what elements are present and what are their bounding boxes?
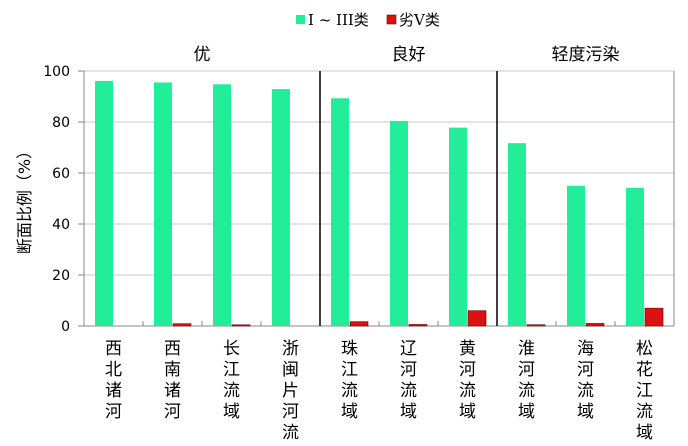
x-tick-label: 海河流域	[577, 339, 594, 422]
bar-i-iii	[154, 82, 172, 326]
x-tick-label: 辽河流域	[400, 339, 417, 422]
x-tick-label: 松花江流域	[636, 339, 653, 443]
bar-worse-v	[231, 324, 251, 327]
y-tick-labels: 0 20 40 60 80 100	[43, 64, 70, 335]
y-axis-label: 断面比例（%）	[15, 143, 34, 254]
legend-label: I ~ III类	[308, 11, 369, 29]
group-label: 良好	[392, 45, 426, 65]
legend-swatch	[296, 15, 305, 24]
x-tick-label: 珠江流域	[341, 339, 358, 422]
bar-i-iii	[508, 143, 526, 326]
legend-item-i-iii: I ~ III类	[296, 11, 369, 29]
bar-i-iii	[567, 185, 585, 326]
legend: I ~ III类 劣V类	[296, 11, 440, 29]
x-tick-label: 淮河流域	[518, 339, 535, 422]
x-tick-label: 长江流域	[223, 339, 240, 422]
bar-worse-v	[644, 307, 664, 327]
bar-i-iii	[390, 120, 408, 326]
y-tick-label: 40	[52, 217, 70, 233]
bar-i-iii	[626, 187, 644, 326]
bar-i-iii	[449, 127, 467, 326]
bar-worse-v	[585, 323, 605, 327]
x-tick-label: 浙闽片河流	[282, 339, 299, 443]
y-tick-label: 60	[52, 166, 70, 182]
bar-worse-v	[526, 324, 546, 327]
group-labels: 优 良好 轻度污染	[194, 45, 620, 326]
bar-i-iii	[213, 84, 231, 326]
bar-worse-v	[172, 323, 192, 327]
x-tick-label: 西南诸河	[164, 339, 181, 422]
x-tick-labels: 西北诸河 西南诸河 长江流域 浙闽片河流 珠江流域 辽河流域 黄河流域 淮河流域 海河流域 松花江…	[105, 339, 653, 443]
y-tick-label: 80	[52, 115, 70, 131]
bar-worse-v	[467, 310, 487, 327]
y-tick-label: 20	[52, 268, 70, 284]
legend-label: 劣V类	[399, 11, 440, 29]
bars	[95, 80, 664, 327]
bar-worse-v	[408, 324, 428, 327]
bar-i-iii	[331, 98, 349, 326]
legend-swatch	[386, 14, 397, 25]
bar-worse-v	[349, 321, 369, 327]
y-tick-label: 0	[61, 319, 70, 335]
x-tick-label: 黄河流域	[459, 339, 476, 422]
x-tick-label: 西北诸河	[105, 339, 122, 422]
bar-i-iii	[272, 89, 290, 326]
group-label: 轻度污染	[552, 45, 620, 65]
y-tick-label: 100	[43, 64, 70, 80]
legend-item-worse-v: 劣V类	[386, 11, 440, 29]
group-label: 优	[194, 45, 211, 65]
bar-i-iii	[95, 80, 113, 326]
grid-lines	[84, 70, 674, 276]
